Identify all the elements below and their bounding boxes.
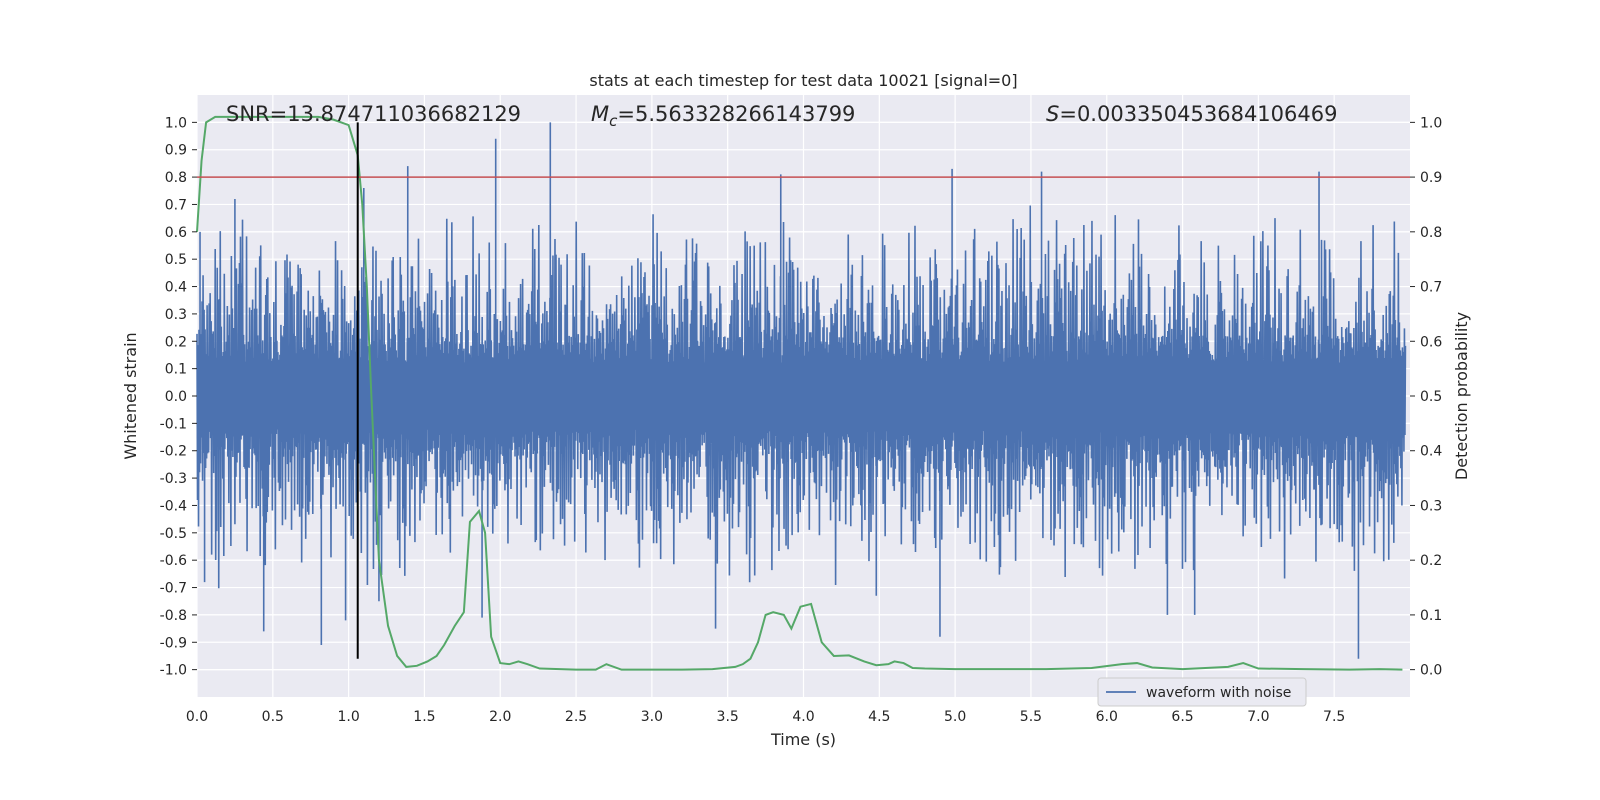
tick-labels: 0.0 0.5 1.0 1.5 2.0 2.5 3.0 3.5 4.0 4.5 5.0 5.5 6.0 6… (160, 115, 1443, 725)
y-tick-label: -0.4 (160, 498, 187, 514)
y-tick-label: 0.9 (165, 143, 187, 159)
x-tick-label: 6.5 (1171, 709, 1193, 725)
x-tick-label: 5.0 (944, 709, 966, 725)
x-tick-label: 0.5 (262, 709, 284, 725)
y2-tick-label: 0.6 (1420, 334, 1442, 350)
x-tick-label: 1.5 (413, 709, 435, 725)
x-tick-label: 1.0 (337, 709, 359, 725)
x-tick-label: 3.0 (641, 709, 663, 725)
y2-tick-label: 0.9 (1420, 170, 1442, 186)
y-tick-label: -0.7 (160, 581, 187, 597)
y-tick-label: 1.0 (165, 115, 187, 131)
x-tick-label: 7.5 (1323, 709, 1345, 725)
y-tick-label: 0.0 (165, 389, 187, 405)
x-tick-label: 2.0 (489, 709, 511, 725)
probability-series (196, 115, 1403, 671)
s-annotation: S=0.003350453684106469 (1046, 102, 1337, 126)
y2-tick-label: 0.4 (1420, 444, 1442, 460)
y2-tick-label: 0.1 (1420, 608, 1442, 624)
waveform-with-noise-line (196, 122, 1407, 659)
y2-tick-label: 0.8 (1420, 225, 1442, 241)
y2-tick-label: 0.2 (1420, 553, 1442, 569)
y2-tick-label: 1.0 (1420, 115, 1442, 131)
x-axis-label: Time (s) (770, 730, 836, 749)
x-tick-label: 4.0 (792, 709, 814, 725)
snr-annotation: SNR=13.874711036682129 (226, 102, 521, 126)
y-tick-label: 0.8 (165, 170, 187, 186)
y-tick-label: 0.1 (165, 362, 187, 378)
x-tick-label: 0.0 (186, 709, 208, 725)
y-tick-label: -0.8 (160, 608, 187, 624)
y-tick-label: -0.2 (160, 444, 187, 460)
x-tick-label: 5.5 (1020, 709, 1042, 725)
x-tick-label: 6.0 (1096, 709, 1118, 725)
y2-axis-label: Detection probability (1452, 312, 1471, 480)
y-tick-label: -0.9 (160, 635, 187, 651)
y-tick-label: -0.5 (160, 526, 187, 542)
legend-label-waveform: waveform with noise (1146, 685, 1291, 701)
y-tick-label: -0.3 (160, 471, 187, 487)
x-tick-label: 4.5 (868, 709, 890, 725)
chirp-mass-annotation: Mc=5.563328266143799 (591, 102, 855, 130)
detection-probability-line (196, 115, 1403, 671)
y-tick-label: 0.7 (165, 197, 187, 213)
y-tick-label: 0.5 (165, 252, 187, 268)
x-tick-label: 7.0 (1247, 709, 1269, 725)
waveform-series (196, 122, 1407, 659)
y2-tick-label: 0.3 (1420, 498, 1442, 514)
y2-tick-label: 0.5 (1420, 389, 1442, 405)
y-tick-label: -1.0 (160, 663, 187, 679)
y-tick-label: 0.6 (165, 225, 187, 241)
y-tick-label: -0.1 (160, 416, 187, 432)
y2-tick-label: 0.7 (1420, 280, 1442, 296)
y2-tick-label: 0.0 (1420, 663, 1442, 679)
y-tick-label: -0.6 (160, 553, 187, 569)
x-tick-label: 2.5 (565, 709, 587, 725)
y-axis-label: Whitened strain (121, 332, 140, 459)
legend: waveform with noise (1097, 677, 1307, 707)
reference-lines (197, 122, 1410, 659)
x-tick-label: 3.5 (717, 709, 739, 725)
y-tick-label: 0.2 (165, 334, 187, 350)
legend-box (1097, 677, 1307, 707)
chart-title: stats at each timestep for test data 100… (589, 71, 1017, 90)
y-tick-label: 0.3 (165, 307, 187, 323)
y-tick-label: 0.4 (165, 280, 187, 296)
